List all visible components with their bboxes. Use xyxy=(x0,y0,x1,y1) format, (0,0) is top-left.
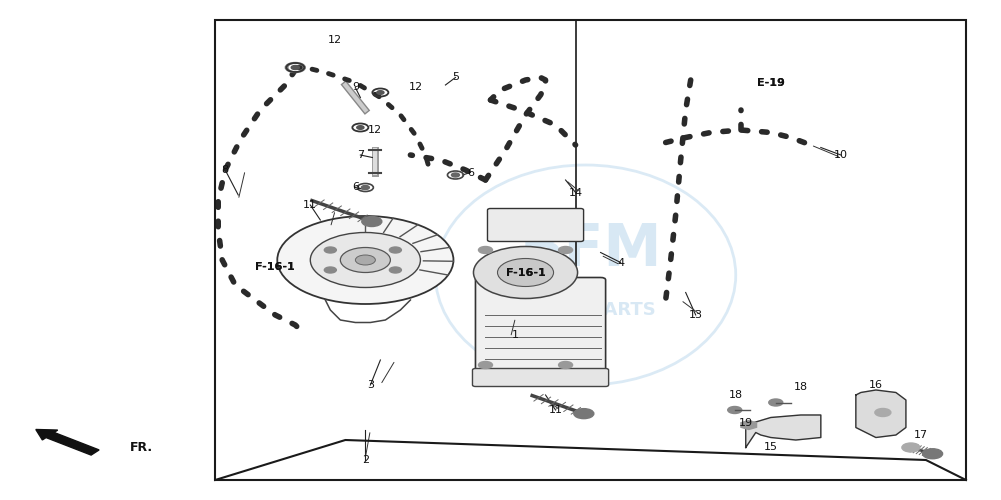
Circle shape xyxy=(923,449,943,459)
Circle shape xyxy=(277,216,453,304)
Text: 7: 7 xyxy=(356,150,364,160)
Circle shape xyxy=(451,173,459,177)
Circle shape xyxy=(356,126,364,130)
Text: BFM: BFM xyxy=(520,222,662,278)
Text: 9: 9 xyxy=(351,82,359,92)
Text: F-16-1: F-16-1 xyxy=(506,268,546,278)
Text: F-16-1: F-16-1 xyxy=(255,262,295,272)
Text: 12: 12 xyxy=(408,82,422,92)
Circle shape xyxy=(902,443,920,452)
Circle shape xyxy=(875,408,891,416)
Text: 18: 18 xyxy=(794,382,808,392)
Text: 6: 6 xyxy=(352,182,358,192)
Text: 8: 8 xyxy=(221,165,229,175)
Text: 16: 16 xyxy=(869,380,883,390)
FancyArrow shape xyxy=(36,430,99,455)
Text: 10: 10 xyxy=(834,150,848,160)
Text: 14: 14 xyxy=(569,188,583,198)
Text: 4: 4 xyxy=(617,258,625,268)
Circle shape xyxy=(728,406,742,414)
Text: 11: 11 xyxy=(303,200,317,210)
Text: 18: 18 xyxy=(729,390,743,400)
Polygon shape xyxy=(746,415,821,448)
Circle shape xyxy=(355,255,375,265)
Text: F-16-1: F-16-1 xyxy=(506,268,546,278)
FancyBboxPatch shape xyxy=(475,278,606,372)
Circle shape xyxy=(285,62,305,72)
Text: 19: 19 xyxy=(739,418,753,428)
FancyBboxPatch shape xyxy=(487,208,584,242)
Text: 12: 12 xyxy=(368,125,382,135)
Polygon shape xyxy=(856,390,906,438)
Text: 5: 5 xyxy=(452,72,458,83)
Text: 3: 3 xyxy=(367,380,373,390)
Circle shape xyxy=(389,267,401,273)
Circle shape xyxy=(291,66,299,70)
Circle shape xyxy=(559,246,573,254)
Circle shape xyxy=(478,362,492,368)
Text: F-16-1: F-16-1 xyxy=(255,262,295,272)
Circle shape xyxy=(769,399,783,406)
Circle shape xyxy=(559,362,573,368)
Circle shape xyxy=(389,247,401,253)
Text: E-19: E-19 xyxy=(757,78,785,88)
Circle shape xyxy=(310,232,420,287)
Text: MOTO PARTS: MOTO PARTS xyxy=(526,301,656,319)
Bar xyxy=(215,20,966,480)
Circle shape xyxy=(574,408,594,418)
Text: 11: 11 xyxy=(549,405,563,415)
Text: 6: 6 xyxy=(467,168,473,177)
Circle shape xyxy=(361,216,381,226)
Text: 2: 2 xyxy=(361,455,369,465)
Circle shape xyxy=(324,247,336,253)
Circle shape xyxy=(340,248,390,272)
FancyBboxPatch shape xyxy=(472,368,609,386)
Text: E-19: E-19 xyxy=(757,78,785,88)
Circle shape xyxy=(324,267,336,273)
Circle shape xyxy=(361,186,369,190)
Text: 13: 13 xyxy=(689,310,703,320)
Text: 12: 12 xyxy=(328,35,342,45)
Circle shape xyxy=(497,258,554,286)
Circle shape xyxy=(473,246,578,298)
Text: 15: 15 xyxy=(764,442,778,452)
Text: FR.: FR. xyxy=(130,441,153,454)
Circle shape xyxy=(289,64,301,70)
Text: 1: 1 xyxy=(513,330,519,340)
Circle shape xyxy=(478,246,492,254)
Circle shape xyxy=(376,90,384,94)
Text: 17: 17 xyxy=(914,430,928,440)
